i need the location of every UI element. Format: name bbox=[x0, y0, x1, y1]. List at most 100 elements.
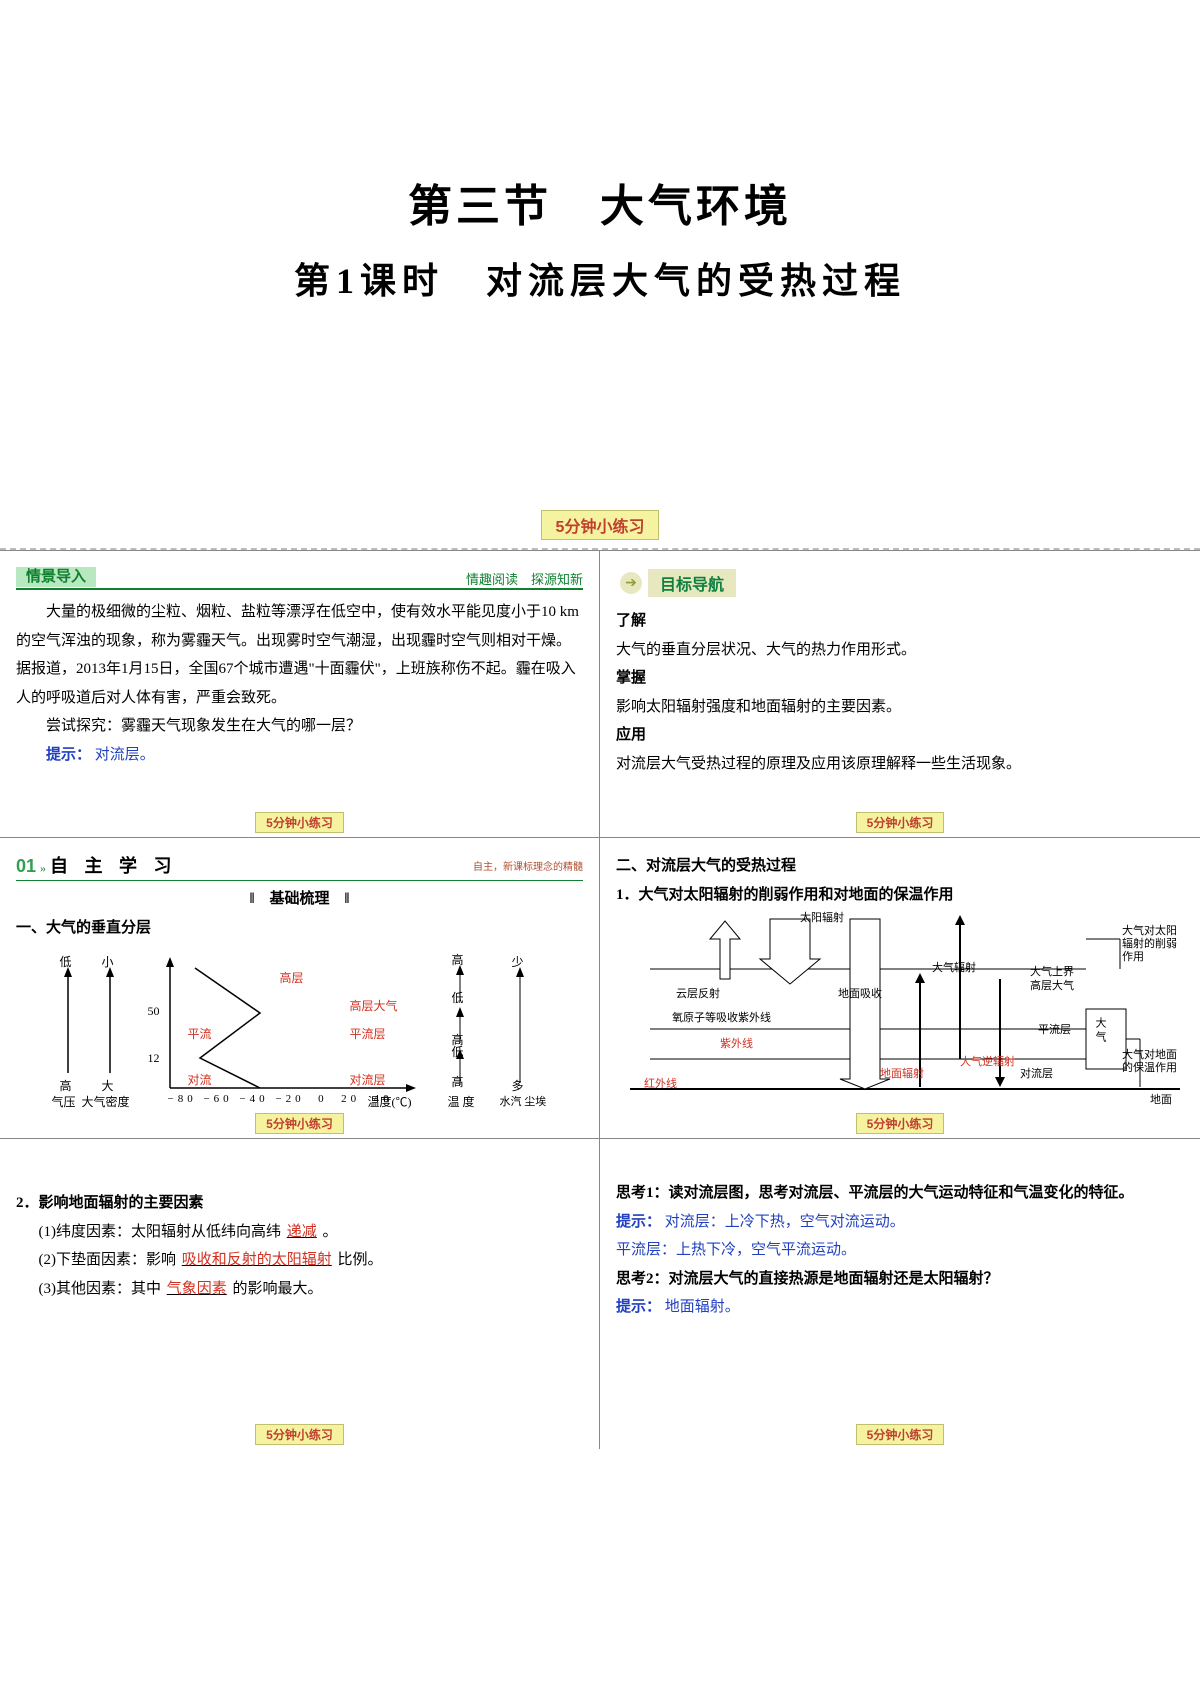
t1-label: 了解 bbox=[616, 607, 1184, 636]
target-hdr: ➔ 目标导航 bbox=[620, 569, 736, 597]
factor-3: (3)其他因素：其中 气象因素 的影响最大。 bbox=[16, 1275, 583, 1304]
factors-h: 2．影响地面辐射的主要因素 bbox=[16, 1189, 583, 1218]
f2-atmr: 大气辐射 bbox=[932, 959, 976, 975]
f2-weaken: 大气对太阳辐射的削弱作用 bbox=[1122, 925, 1178, 965]
t2-body: 影响太阳辐射强度和地面辐射的主要因素。 bbox=[616, 693, 1184, 722]
reading-hint: 情趣阅读 探源知新 bbox=[466, 569, 583, 588]
f1-xticks: −80 −60 −40 −20 0 20 40 bbox=[168, 1093, 393, 1105]
f1-r2-top: 少 bbox=[512, 953, 524, 970]
t2-label: 掌握 bbox=[616, 664, 1184, 693]
row-2: 01 » 自 主 学 习 自主，新课标理念的精髓 ‖ 基础梳理 ‖ 一、大气的垂… bbox=[0, 837, 1200, 1138]
arrow-icon: ➔ bbox=[620, 572, 642, 594]
practice-label: 5分钟小练习 bbox=[541, 510, 660, 540]
f2-gabsorb: 地面吸收 bbox=[838, 985, 882, 1001]
sec-arrow: » bbox=[40, 861, 46, 875]
factor-2: (2)下垫面因素：影响 吸收和反射的太阳辐射 比例。 bbox=[16, 1246, 583, 1275]
row-3: 2．影响地面辐射的主要因素 (1)纬度因素：太阳辐射从低纬向高纬 递减 。 (2… bbox=[0, 1138, 1200, 1449]
cell-think: 思考1：读对流层图，思考对流层、平流层的大气运动特征和气温变化的特征。 提示： … bbox=[600, 1139, 1200, 1449]
cell-intro: 情景导入 情趣阅读 探源知新 大量的极细微的尘粒、烟粒、盐粒等漂浮在低空中，使有… bbox=[0, 551, 600, 837]
f1-r-bbot: 高 bbox=[452, 1073, 464, 1090]
think-q1: 思考1：读对流层图，思考对流层、平流层的大气运动特征和气温变化的特征。 bbox=[616, 1179, 1184, 1208]
f2-ground: 地面 bbox=[1150, 1091, 1172, 1107]
intro-body: 大量的极细微的尘粒、烟粒、盐粒等漂浮在低空中，使有效水平能见度小于10 km的空… bbox=[16, 598, 583, 712]
f2-counter: 大气逆辐射 bbox=[960, 1053, 1015, 1069]
practice-label-s3: 5分钟小练习 bbox=[255, 1113, 344, 1134]
f1-r-label: 温 度 bbox=[448, 1093, 475, 1110]
think-a1a-line: 提示： 对流层：上冷下热，空气对流运动。 bbox=[616, 1208, 1184, 1237]
practice-label-s: 5分钟小练习 bbox=[255, 812, 344, 833]
f2-gr: 地面辐射 bbox=[880, 1065, 924, 1081]
f2-sun: 太阳辐射 bbox=[800, 909, 844, 925]
f1-r-btop: 低 bbox=[452, 1043, 464, 1060]
practice-label-s5: 5分钟小练习 bbox=[255, 1424, 344, 1445]
think-a2-line: 提示： 地面辐射。 bbox=[616, 1293, 1184, 1322]
f1-press: 气压 bbox=[52, 1093, 76, 1110]
f1-r2-bot: 多 bbox=[512, 1077, 524, 1094]
f1-small: 小 bbox=[102, 953, 114, 970]
f1-highatm: 高层大气 bbox=[350, 997, 398, 1014]
f1-xlabel: 温度(℃) bbox=[368, 1093, 412, 1110]
f2-strat: 平流层 bbox=[1038, 1021, 1071, 1037]
f3-pre: (3)其他因素：其中 bbox=[39, 1281, 162, 1297]
f1-low: 低 bbox=[60, 953, 72, 970]
practice-label-s4: 5分钟小练习 bbox=[856, 1113, 945, 1134]
f1-big: 大 bbox=[102, 1077, 114, 1094]
f2-absorb: 氧原子等吸收紫外线 bbox=[672, 1009, 771, 1025]
practice-label-s2: 5分钟小练习 bbox=[856, 812, 945, 833]
think-a1b: 平流层：上热下冷，空气平流运动。 bbox=[616, 1236, 1184, 1265]
think-q2: 思考2：对流层大气的直接热源是地面辐射还是太阳辐射？ bbox=[616, 1265, 1184, 1294]
hint-answer: 对流层。 bbox=[95, 747, 155, 763]
f1-y50: 50 bbox=[148, 1004, 160, 1019]
f1-pre: (1)纬度因素：太阳辐射从低纬向高纬 bbox=[39, 1224, 282, 1240]
f2-uv: 紫外线 bbox=[720, 1035, 753, 1051]
hint-label-3: 提示： bbox=[616, 1299, 661, 1315]
practice-label-s6: 5分钟小练习 bbox=[856, 1424, 945, 1445]
title-slide: 第三节 大气环境 第1课时 对流层大气的受热过程 bbox=[0, 0, 1200, 480]
sec-01: 01 bbox=[16, 856, 36, 876]
f2-highatm: 高层大气 bbox=[1030, 977, 1074, 993]
f1-r2-label: 水汽 尘埃 bbox=[500, 1093, 547, 1109]
intro-hint: 提示： 对流层。 bbox=[16, 741, 583, 770]
hint-label: 提示： bbox=[46, 747, 91, 763]
cell-diagram1: 01 » 自 主 学 习 自主，新课标理念的精髓 ‖ 基础梳理 ‖ 一、大气的垂… bbox=[0, 838, 600, 1138]
f1-midlayer: 平流层 bbox=[350, 1025, 386, 1042]
intro-question: 尝试探究：雾霾天气现象发生在大气的哪一层？ bbox=[16, 712, 583, 741]
f2-bigatm: 大 气 bbox=[1092, 1017, 1108, 1042]
h2: 二、对流层大气的受热过程 bbox=[616, 852, 1184, 881]
cell-factors: 2．影响地面辐射的主要因素 (1)纬度因素：太阳辐射从低纬向高纬 递减 。 (2… bbox=[0, 1139, 600, 1449]
target-label: 目标导航 bbox=[648, 569, 736, 597]
f1-mid: 平流 bbox=[188, 1025, 212, 1042]
h1: 一、大气的垂直分层 bbox=[16, 914, 583, 943]
base-heading: ‖ 基础梳理 ‖ bbox=[16, 887, 583, 908]
t3-body: 对流层大气受热过程的原理及应用该原理解释一些生活现象。 bbox=[616, 750, 1184, 779]
f1-post: 。 bbox=[323, 1224, 338, 1240]
sub1: 1．大气对太阳辐射的削弱作用和对地面的保温作用 bbox=[616, 881, 1184, 910]
f2-trop: 对流层 bbox=[1020, 1065, 1053, 1081]
figure-1: 低 小 高 大 气压 大气密度 50 12 −80 −60 −40 −20 0 … bbox=[20, 943, 580, 1113]
cell-target: ➔ 目标导航 了解 大气的垂直分层状况、大气的热力作用形式。 掌握 影响太阳辐射… bbox=[600, 551, 1200, 837]
f2-ir: 红外线 bbox=[644, 1075, 677, 1091]
figure-2: 太阳辐射 云层反射 氧原子等吸收紫外线 地面吸收 大气辐射 大气上界 高层大气 … bbox=[620, 909, 1180, 1109]
sec-label: 自 主 学 习 bbox=[50, 856, 178, 876]
f1-ans: 递减 bbox=[285, 1224, 319, 1240]
f1-high: 高 bbox=[60, 1077, 72, 1094]
factor-1: (1)纬度因素：太阳辐射从低纬向高纬 递减 。 bbox=[16, 1218, 583, 1247]
f1-lowlayer: 对流层 bbox=[350, 1071, 386, 1088]
f1-dens: 大气密度 bbox=[82, 1093, 130, 1110]
lesson-title: 第1课时 对流层大气的受热过程 bbox=[0, 252, 1200, 304]
f3-post: 的影响最大。 bbox=[233, 1281, 323, 1297]
intro-header: 情景导入 bbox=[16, 567, 96, 587]
t1-body: 大气的垂直分层状况、大气的热力作用形式。 bbox=[616, 636, 1184, 665]
practice-bar-wrap: 5分钟小练习 bbox=[0, 510, 1200, 540]
f2-pre: (2)下垫面因素：影响 bbox=[39, 1252, 177, 1268]
row-1: 情景导入 情趣阅读 探源知新 大量的极细微的尘粒、烟粒、盐粒等漂浮在低空中，使有… bbox=[0, 550, 1200, 837]
f1-y12: 12 bbox=[148, 1051, 160, 1066]
think-a2: 地面辐射。 bbox=[665, 1299, 740, 1315]
f2-cloud: 云层反射 bbox=[676, 985, 720, 1001]
sec-hint: 自主，新课标理念的精髓 bbox=[473, 858, 583, 873]
f1-r-high: 高 bbox=[452, 951, 464, 968]
cell-diagram2: 二、对流层大气的受热过程 1．大气对太阳辐射的削弱作用和对地面的保温作用 bbox=[600, 838, 1200, 1138]
think-a1a: 对流层：上冷下热，空气对流运动。 bbox=[665, 1214, 905, 1230]
f2-post: 比例。 bbox=[338, 1252, 383, 1268]
f2-ans: 吸收和反射的太阳辐射 bbox=[180, 1252, 334, 1268]
